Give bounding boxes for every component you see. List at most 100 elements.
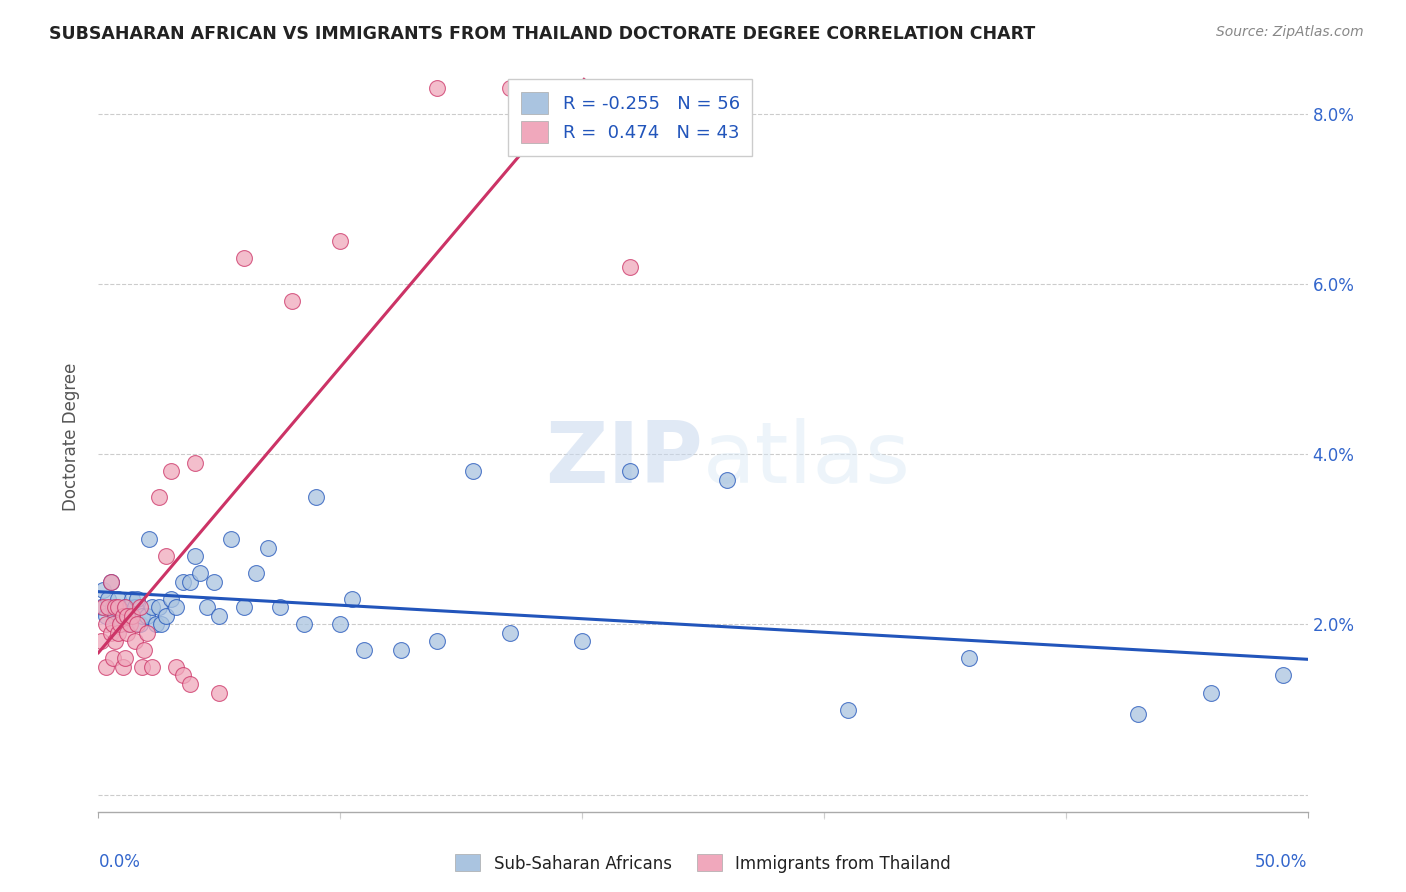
Point xyxy=(131,608,153,623)
Point xyxy=(104,634,127,648)
Point xyxy=(114,651,136,665)
Point xyxy=(160,464,183,478)
Text: 50.0%: 50.0% xyxy=(1256,853,1308,871)
Point xyxy=(426,634,449,648)
Point xyxy=(155,608,177,623)
Point xyxy=(104,600,127,615)
Point xyxy=(117,608,139,623)
Point xyxy=(172,574,194,589)
Point xyxy=(389,643,412,657)
Point xyxy=(127,617,149,632)
Point xyxy=(269,600,291,615)
Point xyxy=(498,81,520,95)
Point xyxy=(619,464,641,478)
Point xyxy=(107,600,129,615)
Point xyxy=(232,252,254,266)
Point xyxy=(101,617,124,632)
Point xyxy=(329,617,352,632)
Point xyxy=(100,626,122,640)
Point xyxy=(118,617,141,632)
Point xyxy=(208,685,231,699)
Point xyxy=(256,541,278,555)
Point xyxy=(172,668,194,682)
Point xyxy=(114,600,136,615)
Point xyxy=(204,574,226,589)
Point xyxy=(208,608,231,623)
Point xyxy=(118,600,141,615)
Point xyxy=(100,574,122,589)
Point xyxy=(165,600,187,615)
Point xyxy=(292,617,315,632)
Point xyxy=(141,660,163,674)
Legend: R = -0.255   N = 56, R =  0.474   N = 43: R = -0.255 N = 56, R = 0.474 N = 43 xyxy=(509,79,752,155)
Point xyxy=(150,617,173,632)
Point xyxy=(195,600,218,615)
Point xyxy=(1128,706,1150,721)
Point xyxy=(716,473,738,487)
Legend: Sub-Saharan Africans, Immigrants from Thailand: Sub-Saharan Africans, Immigrants from Th… xyxy=(449,847,957,880)
Text: Source: ZipAtlas.com: Source: ZipAtlas.com xyxy=(1216,25,1364,39)
Point xyxy=(128,617,150,632)
Point xyxy=(108,617,131,632)
Point xyxy=(108,617,131,632)
Point xyxy=(97,591,120,606)
Point xyxy=(571,634,593,648)
Point xyxy=(245,566,267,581)
Point xyxy=(305,490,328,504)
Point xyxy=(179,677,201,691)
Text: 0.0%: 0.0% xyxy=(98,853,141,871)
Point xyxy=(426,81,449,95)
Point xyxy=(90,600,112,615)
Point xyxy=(184,456,207,470)
Point xyxy=(160,591,183,606)
Point xyxy=(104,608,127,623)
Point xyxy=(107,626,129,640)
Point xyxy=(463,464,485,478)
Point xyxy=(837,702,859,716)
Point xyxy=(111,608,134,623)
Point xyxy=(94,608,117,623)
Point xyxy=(111,660,134,674)
Point xyxy=(141,600,163,615)
Point xyxy=(957,651,980,665)
Y-axis label: Doctorate Degree: Doctorate Degree xyxy=(62,363,80,511)
Point xyxy=(107,591,129,606)
Text: atlas: atlas xyxy=(703,418,911,501)
Point xyxy=(90,634,112,648)
Point xyxy=(121,591,143,606)
Point xyxy=(179,574,201,589)
Point xyxy=(281,293,304,308)
Point xyxy=(145,617,167,632)
Point xyxy=(131,660,153,674)
Point xyxy=(94,617,117,632)
Point xyxy=(124,600,146,615)
Point xyxy=(91,583,114,598)
Point xyxy=(1272,668,1295,682)
Text: ZIP: ZIP xyxy=(546,418,703,501)
Point xyxy=(135,626,157,640)
Point xyxy=(138,533,160,547)
Point xyxy=(121,608,143,623)
Point xyxy=(135,608,157,623)
Point xyxy=(117,626,139,640)
Point xyxy=(94,660,117,674)
Point xyxy=(619,260,641,274)
Point xyxy=(342,591,364,606)
Point xyxy=(101,600,124,615)
Point xyxy=(329,234,352,248)
Text: SUBSAHARAN AFRICAN VS IMMIGRANTS FROM THAILAND DOCTORATE DEGREE CORRELATION CHAR: SUBSAHARAN AFRICAN VS IMMIGRANTS FROM TH… xyxy=(49,25,1035,43)
Point xyxy=(97,600,120,615)
Point xyxy=(117,617,139,632)
Point xyxy=(1199,685,1222,699)
Point xyxy=(134,643,156,657)
Point xyxy=(114,600,136,615)
Point xyxy=(124,634,146,648)
Point xyxy=(498,626,520,640)
Point xyxy=(91,600,114,615)
Point xyxy=(127,591,149,606)
Point xyxy=(148,600,170,615)
Point xyxy=(155,549,177,564)
Point xyxy=(165,660,187,674)
Point xyxy=(188,566,211,581)
Point xyxy=(232,600,254,615)
